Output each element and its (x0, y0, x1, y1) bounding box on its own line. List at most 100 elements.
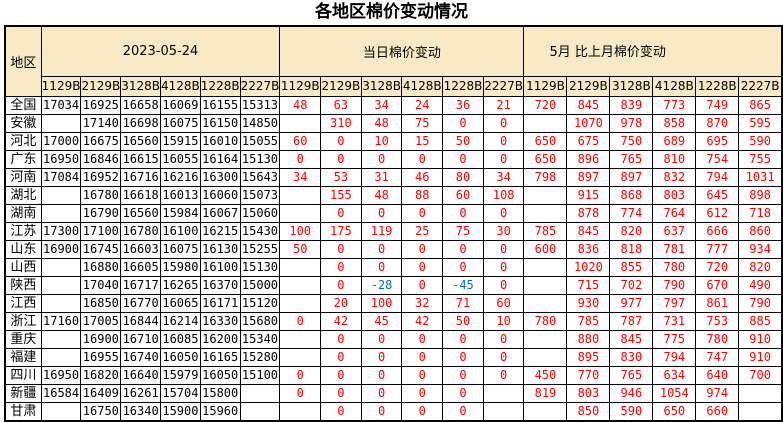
price-cell: 15055 (239, 131, 281, 151)
daily-change-cell: 20 (320, 293, 362, 313)
monthly-change-cell: 780 (652, 257, 697, 277)
monthly-change-cell: 781 (652, 239, 697, 259)
price-cell: 16710 (120, 329, 162, 349)
price-cell: 16300 (199, 167, 241, 187)
monthly-change-cell: 755 (738, 149, 783, 169)
monthly-change-cell: 749 (695, 95, 740, 115)
page-title: 各地区棉价变动情况 (315, 2, 468, 22)
price-cell: 16900 (40, 239, 82, 259)
daily-change-cell: 0 (279, 365, 322, 385)
daily-change-cell: 25 (401, 221, 444, 241)
monthly-change-cell: 1020 (566, 257, 611, 277)
price-cell: 16370 (199, 275, 241, 295)
table-row: 湖南 16790 16560 15984 16067 15060 0 0 0 0 0 878 774 76… (4, 203, 783, 223)
daily-change-cell: 0 (401, 383, 444, 403)
daily-change-cell: 60 (442, 185, 484, 205)
price-cell: 16750 (80, 401, 122, 421)
monthly-change-cell: 600 (523, 239, 568, 259)
monthly-change-cell: 1054 (652, 383, 697, 403)
daily-change-cell: 0 (442, 239, 484, 259)
price-cell: 16950 (40, 149, 82, 169)
daily-change-cell: 0 (401, 239, 444, 259)
daily-change-cell (279, 203, 322, 223)
daily-change-cell: 0 (320, 401, 362, 421)
monthly-change-cell: 718 (738, 203, 783, 223)
grade-column-header: 3128B (360, 75, 403, 97)
daily-change-cell: 0 (442, 257, 484, 277)
monthly-change-cell: 612 (695, 203, 740, 223)
monthly-change-cell: 865 (738, 95, 783, 115)
grade-header-row: 1129B 2129B 3128B 4128B 1228B 2227B 1129B 2129B… (5, 75, 783, 97)
daily-change-cell: 0 (442, 365, 484, 385)
price-cell: 16584 (40, 383, 82, 403)
monthly-change-cell: 832 (652, 167, 697, 187)
price-cell (40, 401, 82, 421)
monthly-change-cell: 650 (523, 149, 568, 169)
price-cell: 16790 (80, 203, 122, 223)
region-cell: 重庆 (4, 329, 42, 349)
section-header-date: 2023-05-24 (40, 25, 281, 77)
monthly-change-cell (523, 185, 568, 205)
price-cell (40, 113, 82, 133)
daily-change-cell: 53 (320, 167, 362, 187)
monthly-change-cell: 798 (523, 167, 568, 187)
price-cell: 15000 (239, 275, 281, 295)
daily-change-cell: 34 (279, 167, 322, 187)
daily-change-cell: 63 (320, 95, 362, 115)
monthly-change-cell: 785 (566, 311, 611, 331)
monthly-change-cell: 978 (609, 113, 654, 133)
price-cell: 14850 (239, 113, 281, 133)
daily-change-cell: 0 (320, 239, 362, 259)
daily-change-cell: 0 (482, 149, 525, 169)
price-cell: 16698 (120, 113, 162, 133)
monthly-change-cell: 897 (609, 167, 654, 187)
monthly-change-cell: 830 (609, 347, 654, 367)
grade-column-header: 2227B (482, 75, 525, 97)
grade-column-header: 1129B (40, 75, 82, 97)
price-cell: 15130 (239, 257, 281, 277)
monthly-change-cell: 660 (695, 401, 740, 421)
monthly-change-cell: 1031 (738, 167, 783, 187)
price-cell: 16069 (160, 95, 201, 115)
daily-change-cell: 0 (482, 239, 525, 259)
price-cell: 15280 (239, 347, 281, 367)
monthly-change-cell: 700 (738, 365, 783, 385)
daily-change-cell: 10 (482, 311, 525, 331)
monthly-change-cell: 794 (652, 347, 697, 367)
region-cell: 湖北 (4, 185, 42, 205)
price-cell: 16215 (199, 221, 241, 241)
daily-change-cell: 0 (442, 401, 484, 421)
daily-change-cell: 0 (279, 383, 322, 403)
monthly-change-cell (738, 383, 783, 403)
daily-change-cell: 0 (401, 329, 444, 349)
daily-change-cell: 24 (401, 95, 444, 115)
price-cell: 16050 (199, 365, 241, 385)
price-cell: 16265 (160, 275, 201, 295)
price-cell (239, 401, 281, 421)
monthly-change-cell: 868 (609, 185, 654, 205)
monthly-change-cell: 720 (523, 95, 568, 115)
price-cell (40, 275, 82, 295)
table-row: 安徽 17140 16698 16075 16150 14850 310 48 75 0 0 1070… (4, 113, 783, 133)
monthly-change-cell: 765 (609, 365, 654, 385)
price-cell: 15960 (199, 401, 241, 421)
region-cell: 河北 (4, 131, 42, 151)
section-header-row: 地区 2023-05-24 当日棉价变动 5月 比上月棉价变动 (4, 25, 783, 97)
table-row: 新疆 16584 16409 16261 15704 15800 0 0 0 0 0 819 803 94… (4, 383, 783, 403)
monthly-change-cell (523, 293, 568, 313)
daily-change-cell: 0 (360, 239, 403, 259)
monthly-change-cell: 650 (523, 131, 568, 151)
daily-change-cell: 0 (401, 401, 444, 421)
daily-change-cell: 0 (442, 113, 484, 133)
monthly-change-cell: 634 (652, 365, 697, 385)
region-cell: 江西 (4, 293, 42, 313)
grade-column-header: 2227B (738, 75, 783, 97)
price-cell: 16605 (120, 257, 162, 277)
price-cell: 16658 (120, 95, 162, 115)
monthly-change-cell: 750 (609, 131, 654, 151)
price-cell: 16640 (120, 365, 162, 385)
monthly-change-cell: 675 (566, 131, 611, 151)
cotton-price-table: 地区 2023-05-24 当日棉价变动 5月 比上月棉价变动 1129B 212… (4, 25, 783, 422)
monthly-change-cell: 839 (609, 95, 654, 115)
price-cell: 15900 (160, 401, 201, 421)
